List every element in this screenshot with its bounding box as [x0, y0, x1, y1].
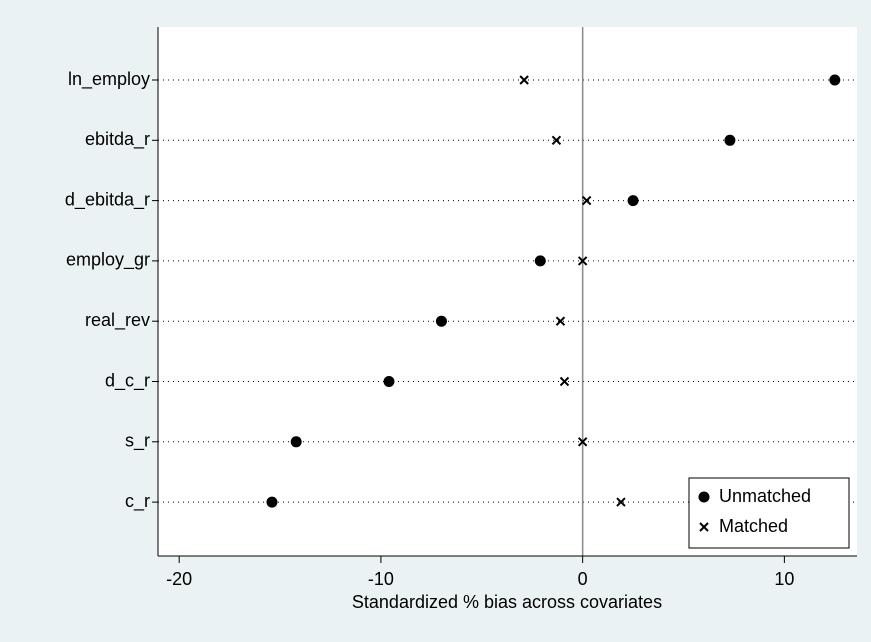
y-tick-label: s_r — [125, 431, 150, 452]
legend-label: Matched — [719, 516, 788, 536]
x-marker — [577, 256, 588, 266]
x-tick-label: 0 — [578, 569, 588, 589]
dot-marker — [627, 195, 639, 207]
x-tick-label: 10 — [774, 569, 794, 589]
y-tick-label: real_rev — [85, 310, 150, 331]
x-marker — [555, 316, 566, 326]
y-tick-label: ebitda_r — [85, 129, 150, 150]
x-tick-label: -20 — [166, 569, 192, 589]
legend-symbol — [698, 491, 710, 503]
legend-symbol — [699, 522, 709, 532]
x-marker — [581, 195, 592, 206]
x-marker — [551, 135, 562, 146]
x-tick-label: -10 — [368, 569, 394, 589]
dot-marker — [534, 255, 546, 267]
dot-marker — [290, 436, 302, 448]
dot-marker — [435, 315, 447, 327]
legend-label: Unmatched — [719, 486, 811, 506]
y-tick-label: d_ebitda_r — [65, 189, 150, 210]
dot-marker — [266, 496, 278, 508]
plot-area — [158, 27, 857, 556]
y-tick-label: employ_gr — [66, 250, 150, 271]
x-marker — [616, 497, 626, 507]
dot-marker — [724, 134, 736, 146]
x-marker — [559, 376, 570, 387]
x-axis-title: Standardized % bias across covariates — [352, 592, 662, 612]
y-tick-label: ln_employ — [68, 69, 150, 90]
y-tick-label: c_r — [125, 491, 150, 512]
y-tick-label: d_c_r — [105, 370, 150, 391]
legend-box — [688, 477, 850, 549]
x-marker — [519, 75, 529, 85]
dot-marker — [829, 74, 841, 86]
dot-marker — [383, 376, 395, 387]
x-marker — [577, 437, 588, 447]
